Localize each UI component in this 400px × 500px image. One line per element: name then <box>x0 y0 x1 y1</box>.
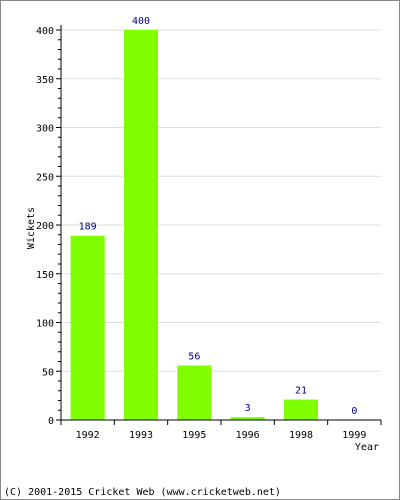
data-label: 0 <box>351 406 357 417</box>
bar-1998 <box>284 399 318 420</box>
y-tick-label: 200 <box>36 221 54 232</box>
x-tick-label: 1999 <box>342 430 366 441</box>
y-tick-label: 400 <box>36 26 54 37</box>
bar-1995 <box>177 365 212 420</box>
y-tick-label: 100 <box>36 319 54 330</box>
y-tick-label: 250 <box>36 172 54 183</box>
y-axis-label: Wickets <box>26 207 37 249</box>
x-tick-label: 1996 <box>236 430 260 441</box>
x-tick-label: 1995 <box>182 430 206 441</box>
x-axis-label: Year <box>355 442 379 453</box>
data-label: 56 <box>188 351 200 362</box>
copyright-footer: (C) 2001-2015 Cricket Web (www.cricketwe… <box>4 487 281 498</box>
y-tick-label: 0 <box>48 416 54 427</box>
y-tick-label: 150 <box>36 270 54 281</box>
y-tick-label: 50 <box>42 367 54 378</box>
bar-1993 <box>124 30 158 420</box>
data-label: 21 <box>295 386 307 397</box>
x-tick-label: 1993 <box>129 430 153 441</box>
bars <box>70 30 318 420</box>
y-tick-label: 300 <box>36 124 54 135</box>
data-label: 189 <box>79 222 97 233</box>
gridlines <box>61 29 381 372</box>
axes <box>56 25 382 425</box>
labels: 0 50 100 150 200 250 300 350 400 189 1992 400 1993 56… <box>36 16 366 441</box>
x-tick-label: 1992 <box>76 430 100 441</box>
data-label: 400 <box>132 16 150 27</box>
data-label: 3 <box>245 403 251 414</box>
y-tick-label: 350 <box>36 75 54 86</box>
bar-1992 <box>70 235 105 420</box>
x-tick-label: 1998 <box>289 430 313 441</box>
bar-1996 <box>230 417 265 420</box>
